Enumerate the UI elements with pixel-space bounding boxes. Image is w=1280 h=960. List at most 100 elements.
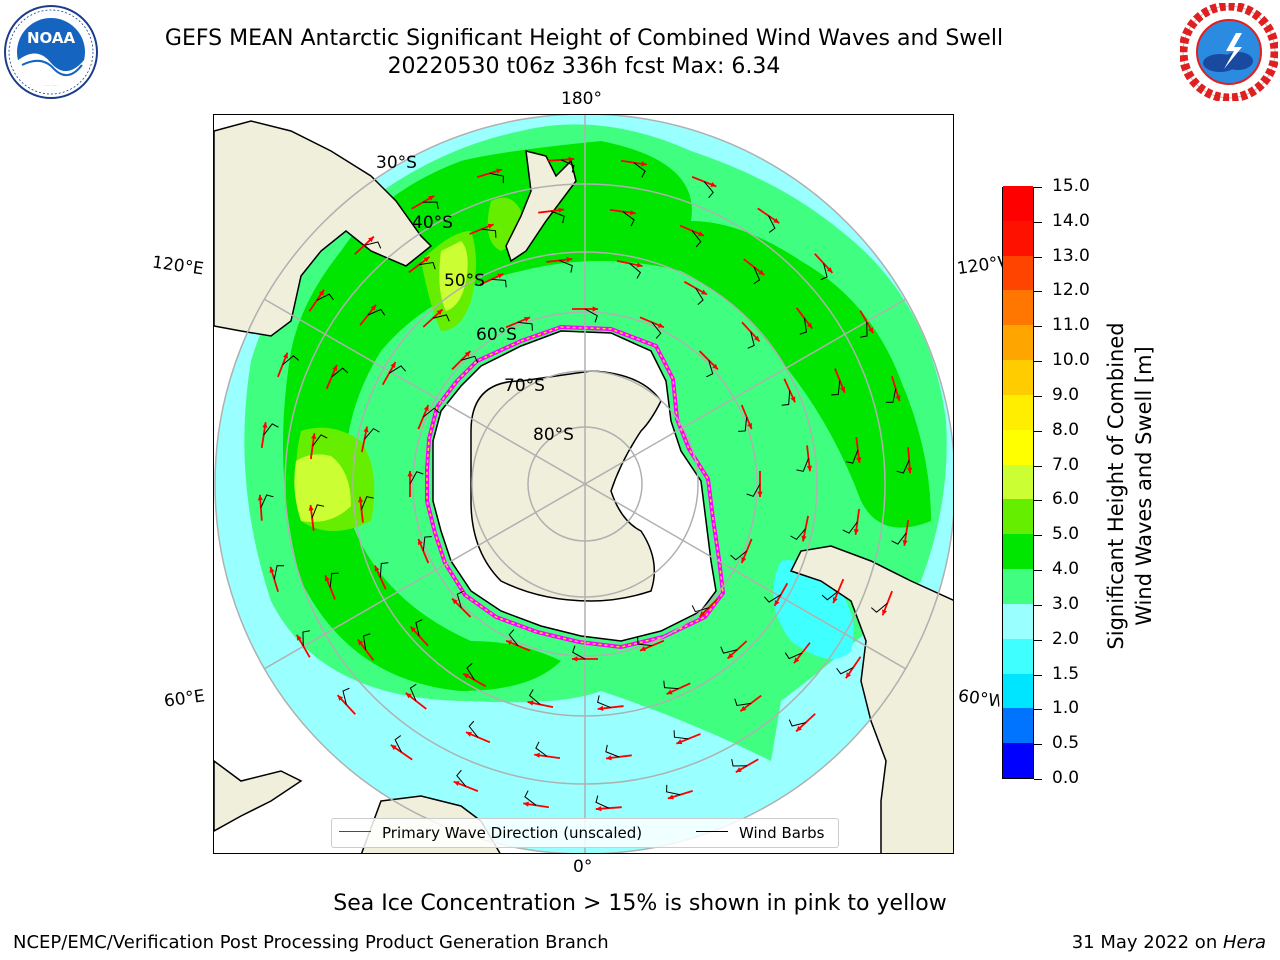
colorbar-tick [1034,744,1042,746]
colorbar-segment [1003,533,1033,570]
wind-barb [419,262,436,270]
lon-label-120w: 120°W [955,252,1005,280]
wave-arrow-head [735,767,742,773]
wave-arrow-head [357,639,364,646]
wave-arrow-head [630,210,636,216]
wind-barb [524,790,537,806]
wave-arrow-head [527,700,534,706]
colorbar-segment [1003,289,1033,326]
wind-barb [456,590,464,608]
wave-arrow-head [790,396,796,403]
wind-barb [605,744,620,758]
colorbar-segment [1003,742,1033,778]
wave-arrow-head [318,289,325,296]
wave-arrow-head [832,597,838,604]
wave-arrow-head [410,626,417,633]
wave-arrow-head [840,386,846,393]
chart-subtitle: 20220530 t06z 336h fcst Max: 6.34 [387,54,781,79]
colorbar-tick-label: 1.0 [1052,698,1080,719]
wind-barb [836,667,854,675]
wind-barb [361,496,374,510]
colorbar-tick-label: 9.0 [1052,384,1080,405]
wind-barb [489,172,504,184]
wave-arrow-head [774,599,780,606]
wave-arrow-head [758,269,765,276]
wind-barb [790,528,806,541]
colorbar-tick-label: 4.0 [1052,559,1080,580]
wind-barb [691,230,702,248]
wave-arrow-head [568,156,575,162]
wind-barb [316,293,334,301]
colorbar-segment [1003,498,1033,535]
wind-barb [691,605,709,613]
wind-barb [379,562,389,578]
wave-arrow-head [801,535,807,542]
wave-arrow-head [390,744,397,751]
legend-wave-direction: Primary Wave Direction (unscaled) [382,824,643,842]
wind-barb [796,458,809,472]
wind-barb [422,536,432,552]
wave-arrow-head [727,652,734,659]
wave-arrow-head [882,609,887,616]
colorbar-segment [1003,429,1033,465]
colorbar-segment [1003,394,1033,430]
colorbar-label-line2: Wind Waves and Swell [m] [1132,346,1156,626]
wind-barb [821,590,839,601]
colorbar-segment [1003,603,1033,639]
colorbar-tick [1034,709,1042,711]
wave-arrow-head [712,363,718,370]
wave-arrow-head [374,565,380,572]
legend-wind-barbs: Wind Barbs [739,824,825,842]
wind-barb [720,646,738,654]
wind-barb [870,602,888,613]
wave-arrow-head [597,705,604,711]
wind-barb [663,680,679,690]
wind-barb [481,228,497,238]
wind-barb [746,483,761,497]
wind-barb [788,719,806,727]
wind-barb [363,633,371,650]
colorbar-tick-label: 3.0 [1052,593,1080,614]
wind-barb [584,308,598,323]
wind-barb [666,784,681,796]
wave-arrow-head [826,267,833,273]
colorbar-tick [1034,291,1042,293]
lat-label-50s: 50°S [444,271,485,291]
wave-arrow-head [566,257,573,263]
wind-barb [528,689,541,705]
wind-barb [831,380,841,396]
wave-arrow-head [524,317,531,322]
colorbar-tick [1034,535,1042,537]
wave-arrow-head [796,725,802,732]
legend-wave-swatch [339,831,371,832]
wind-barb [432,314,450,322]
sea-ice-note: Sea Ice Concentration > 15% is shown in … [333,891,947,916]
legend-barb-swatch [696,831,728,832]
lon-label-120e: 120°E [150,252,205,280]
colorbar-tick [1034,326,1042,328]
wind-barb [633,162,646,178]
colorbar-tick-label: 2.0 [1052,628,1080,649]
wave-arrow-head [311,433,317,439]
colorbar-segment [1003,324,1033,361]
wave-arrow-head [757,491,763,497]
wave-arrow-head [868,327,874,334]
colorbar-segment [1003,255,1033,291]
wave-arrow-head [363,426,369,433]
wind-barb [364,427,380,440]
wave-arrow-head [269,566,275,573]
noaa-logo-text: NOAA [27,29,76,47]
chart-title: GEFS MEAN Antarctic Significant Height o… [164,26,1004,51]
colorbar-tick-label: 7.0 [1052,454,1080,475]
wave-arrow-head [496,168,503,174]
colorbar-tick [1034,639,1042,641]
wind-barb [747,331,755,349]
wind-barb [273,565,285,580]
wave-arrow-head [699,611,706,617]
wind-barbs [260,159,910,809]
lat-label-70s: 70°S [504,376,545,396]
colorbar-tick [1034,361,1042,363]
wave-arrow-head [407,471,413,477]
wind-barb [784,652,803,660]
colorbar-tick-label: 11.0 [1052,315,1090,336]
